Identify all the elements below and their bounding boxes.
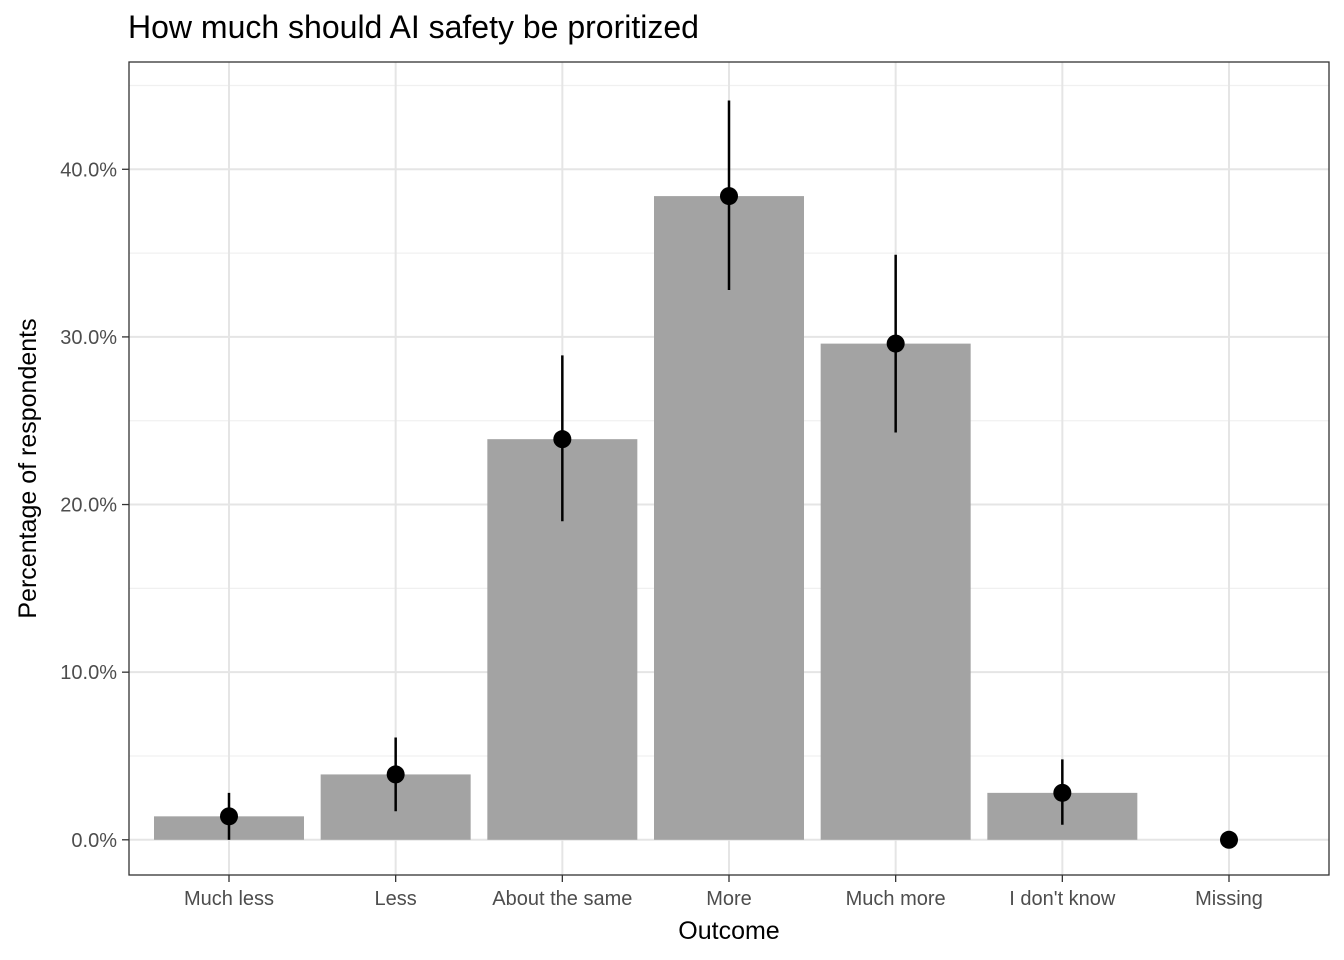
y-axis: 0.0% 10.0% 20.0% 30.0% 40.0% <box>60 159 129 852</box>
x-tick-label: Much more <box>846 888 946 910</box>
y-tick-label: 10.0% <box>60 662 117 684</box>
x-axis-title: Outcome <box>678 917 779 945</box>
y-tick-label: 20.0% <box>60 495 117 517</box>
x-tick-label: More <box>706 888 752 910</box>
y-tick-label: 30.0% <box>60 327 117 349</box>
data-point <box>386 765 405 784</box>
y-tick-label: 0.0% <box>71 830 117 852</box>
y-axis-title: Percentage of respondents <box>14 318 42 618</box>
x-tick-label: Less <box>375 888 417 910</box>
bars <box>154 196 1138 840</box>
data-point <box>886 334 905 353</box>
points <box>220 187 1238 849</box>
data-point <box>220 807 238 826</box>
data-point <box>553 430 572 449</box>
y-tick-label: 40.0% <box>60 159 117 181</box>
x-tick-label: About the same <box>492 888 632 910</box>
data-point <box>1220 830 1238 849</box>
x-tick-label: Much less <box>184 888 274 910</box>
chart-title: How much should AI safety be proritized <box>128 9 699 45</box>
bar <box>654 196 804 840</box>
x-tick-label: Missing <box>1195 888 1263 910</box>
x-tick-label: I don't know <box>1009 888 1116 910</box>
x-axis: Much less Less About the same More Much more… <box>184 875 1263 910</box>
data-point <box>720 187 738 206</box>
data-point <box>1053 783 1072 802</box>
